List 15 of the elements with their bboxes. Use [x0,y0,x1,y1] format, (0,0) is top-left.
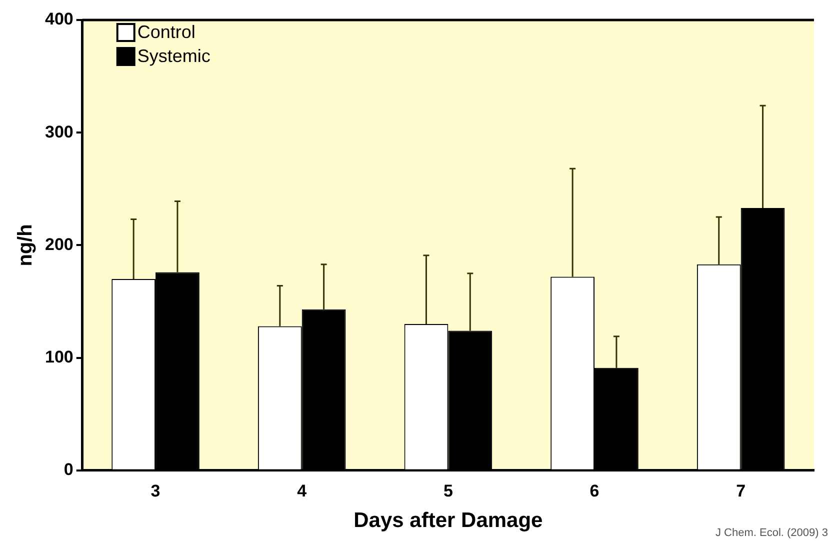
legend-label: Control [137,22,196,42]
text: J Chem. Ecol. (2009) 3 [716,527,828,539]
y-tick-label: 0 [64,460,74,480]
x-tick-label: 3 [150,481,160,500]
x-tick-label: 4 [297,481,308,500]
legend-label: Systemic [137,46,210,66]
y-tick-label: 300 [44,122,74,142]
y-tick-label: 200 [44,234,74,254]
x-axis-title: Days after Damage [354,509,543,532]
y-axis-title: ng/h [14,224,37,266]
y-tick-label: 400 [44,10,74,29]
x-tick-label: 6 [590,481,600,500]
x-tick-label: 7 [736,481,746,500]
x-tick-label: 5 [443,481,453,500]
y-tick-label: 100 [44,347,74,366]
